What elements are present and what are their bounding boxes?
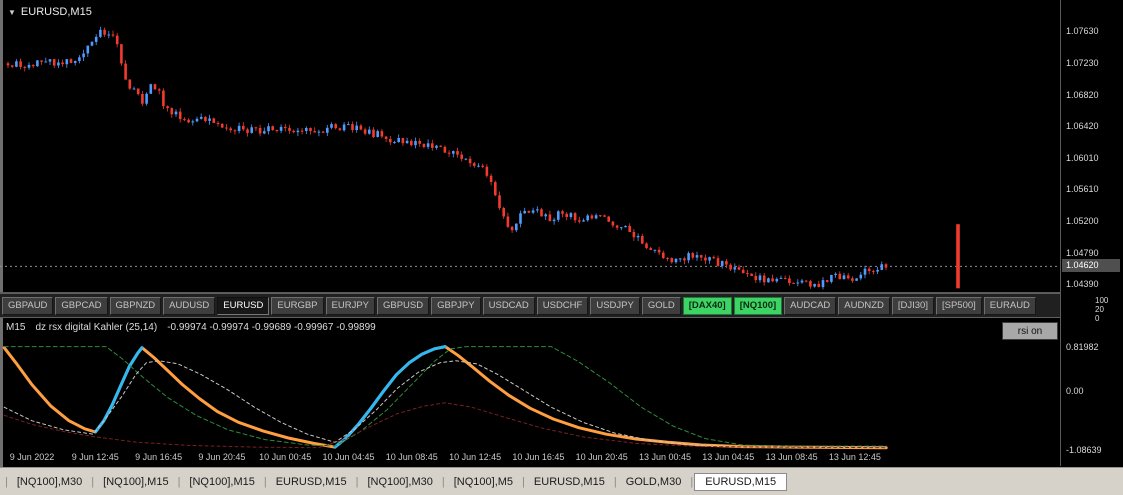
price-axis-label: 1.04390: [1066, 279, 1099, 289]
chart-tab-eurusd-m15[interactable]: EURUSD,M15: [275, 475, 347, 488]
chart-symbol-label: ▼ EURUSD,M15: [8, 6, 92, 18]
chart-title: EURUSD,M15: [20, 6, 92, 18]
chart-tab-eurusd-m15[interactable]: EURUSD,M15: [694, 472, 788, 491]
ticker-symbol-eurusd-button[interactable]: EURUSD: [217, 296, 270, 315]
time-axis-label: 9 Jun 12:45: [71, 452, 119, 462]
indicator-series-rsx-up-2: [333, 345, 447, 449]
time-axis-label: 10 Jun 04:45: [322, 452, 375, 462]
price-axis-label: 1.07230: [1066, 58, 1099, 68]
ticker-symbol-audnzd-button[interactable]: AUDNZD: [838, 296, 890, 315]
current-forming-bar: [956, 224, 960, 289]
time-axis-label: 10 Jun 20:45: [575, 452, 628, 462]
indicator-series-signal-red: [3, 402, 887, 449]
ticker-symbol-gbpusd-button[interactable]: GBPUSD: [377, 296, 430, 315]
mini-scale-label: 100: [1095, 296, 1109, 305]
time-axis-label: 13 Jun 00:45: [638, 452, 692, 462]
time-axis-label: 10 Jun 00:45: [259, 452, 312, 462]
tab-separator: |: [690, 475, 694, 488]
tab-separator: |: [355, 475, 359, 488]
indicator-series-rsx-up-1: [93, 346, 144, 434]
chart-tab-bar: | [NQ100],M30 | [NQ100],M15 | [NQ100],M15 | EUR…: [0, 467, 1123, 495]
indicator-axis-label: 0.00: [1066, 386, 1084, 396]
time-axis-label: 13 Jun 12:45: [828, 452, 881, 462]
ticker-symbol-gbpnzd-button[interactable]: GBPNZD: [109, 296, 162, 315]
ticker-symbol-nq100-button[interactable]: [NQ100]: [733, 296, 783, 315]
window-left-border: [0, 0, 3, 467]
chart-tab--nq100--m5[interactable]: [NQ100],M5: [453, 475, 514, 488]
current-price-badge: 1.04620: [1062, 259, 1120, 272]
time-axis-label: 13 Jun 08:45: [765, 452, 818, 462]
indicator-axis-label: 0.81982: [1066, 342, 1099, 352]
time-axis-label: 10 Jun 16:45: [512, 452, 565, 462]
chart-tab--nq100--m30[interactable]: [NQ100],M30: [16, 475, 83, 488]
ticker-symbol-gbpjpy-button[interactable]: GBPJPY: [431, 296, 481, 315]
indicator-series-signal-green: [3, 346, 887, 447]
time-axis-label: 9 Jun 20:45: [198, 452, 246, 462]
ticker-symbol-audcad-button[interactable]: AUDCAD: [784, 296, 837, 315]
ticker-symbol-gbpaud-button[interactable]: GBPAUD: [2, 296, 54, 315]
chart-tab--nq100--m15[interactable]: [NQ100],M15: [103, 475, 169, 488]
ticker-symbol-audusd-button[interactable]: AUDUSD: [163, 296, 216, 315]
ticker-symbol-usdjpy-button[interactable]: USDJPY: [590, 296, 640, 315]
symbol-ticker-bar: GBPAUD GBPCAD GBPNZD AUDUSD EURUSD EURGBP EURJ…: [0, 293, 1060, 318]
price-axis-label: 1.06010: [1066, 153, 1099, 163]
chevron-down-icon[interactable]: ▼: [8, 7, 16, 17]
ticker-symbol-euraud-button[interactable]: EURAUD: [983, 296, 1036, 315]
time-axis-label: 9 Jun 16:45: [135, 452, 183, 462]
price-axis-label: 1.04790: [1066, 248, 1099, 258]
price-axis-label: 1.06420: [1066, 121, 1099, 131]
rsi-toggle-button[interactable]: rsi on: [1002, 322, 1058, 340]
ticker-symbol-eurgbp-button[interactable]: EURGBP: [271, 296, 324, 315]
chart-tab-eurusd-m15[interactable]: EURUSD,M15: [533, 475, 605, 488]
tab-separator: |: [177, 475, 181, 488]
tab-separator: |: [5, 475, 8, 488]
ticker-symbol-gold-button[interactable]: GOLD: [641, 296, 681, 315]
ticker-symbol-sp500-button[interactable]: [SP500]: [935, 296, 982, 315]
price-axis[interactable]: 1.07630 1.07230 1.06820 1.06420 1.06010 1.056…: [1061, 0, 1123, 466]
axis-divider: [1060, 0, 1061, 466]
ticker-symbol-usdchf-button[interactable]: USDCHF: [536, 296, 589, 315]
indicator-name: dz rsx digital Kahler (25,14): [35, 322, 158, 333]
ticker-symbol-gbpcad-button[interactable]: GBPCAD: [55, 296, 108, 315]
tab-separator: |: [522, 475, 525, 488]
price-axis-label: 1.05200: [1066, 216, 1099, 226]
indicator-values: -0.99974 -0.99974 -0.99689 -0.99967 -0.9…: [167, 322, 376, 333]
price-axis-label: 1.07630: [1066, 26, 1099, 36]
time-axis-label: 10 Jun 08:45: [385, 452, 438, 462]
ticker-symbol-usdcad-button[interactable]: USDCAD: [482, 296, 535, 315]
indicator-panel[interactable]: [0, 318, 1060, 452]
tab-separator: |: [613, 475, 617, 488]
time-axis-label: 10 Jun 12:45: [449, 452, 502, 462]
tab-separator: |: [441, 475, 445, 488]
price-axis-label: 1.05610: [1066, 184, 1099, 194]
ticker-symbol-dax40-button[interactable]: [DAX40]: [682, 296, 732, 315]
ticker-symbol-dji30-button[interactable]: [DJI30]: [891, 296, 934, 315]
tab-separator: |: [91, 475, 95, 488]
indicator-axis-label: -1.08639: [1066, 445, 1102, 455]
time-axis-label: 13 Jun 04:45: [702, 452, 755, 462]
chart-tab-gold-m30[interactable]: GOLD,M30: [625, 475, 682, 488]
price-axis-label: 1.06820: [1066, 90, 1099, 100]
time-axis[interactable]: 9 Jun 2022 9 Jun 12:45 9 Jun 16:45 9 Jun 20…: [0, 450, 1060, 466]
ticker-symbol-eurjpy-button[interactable]: EURJPY: [325, 296, 375, 315]
indicator-label: M15 dz rsx digital Kahler (25,14) -0.999…: [6, 322, 376, 333]
chart-tab--nq100--m30[interactable]: [NQ100],M30: [367, 475, 433, 488]
time-axis-label: 9 Jun 2022: [9, 452, 55, 462]
chart-tab--nq100--m15[interactable]: [NQ100],M15: [189, 475, 255, 488]
mini-scale-label: 20: [1095, 305, 1104, 314]
mini-scale-label: 0: [1095, 314, 1100, 323]
price-chart[interactable]: [0, 0, 1060, 293]
tab-separator: |: [263, 475, 267, 488]
indicator-series-signal-gray: [3, 360, 887, 448]
indicator-timeframe: M15: [6, 322, 26, 333]
